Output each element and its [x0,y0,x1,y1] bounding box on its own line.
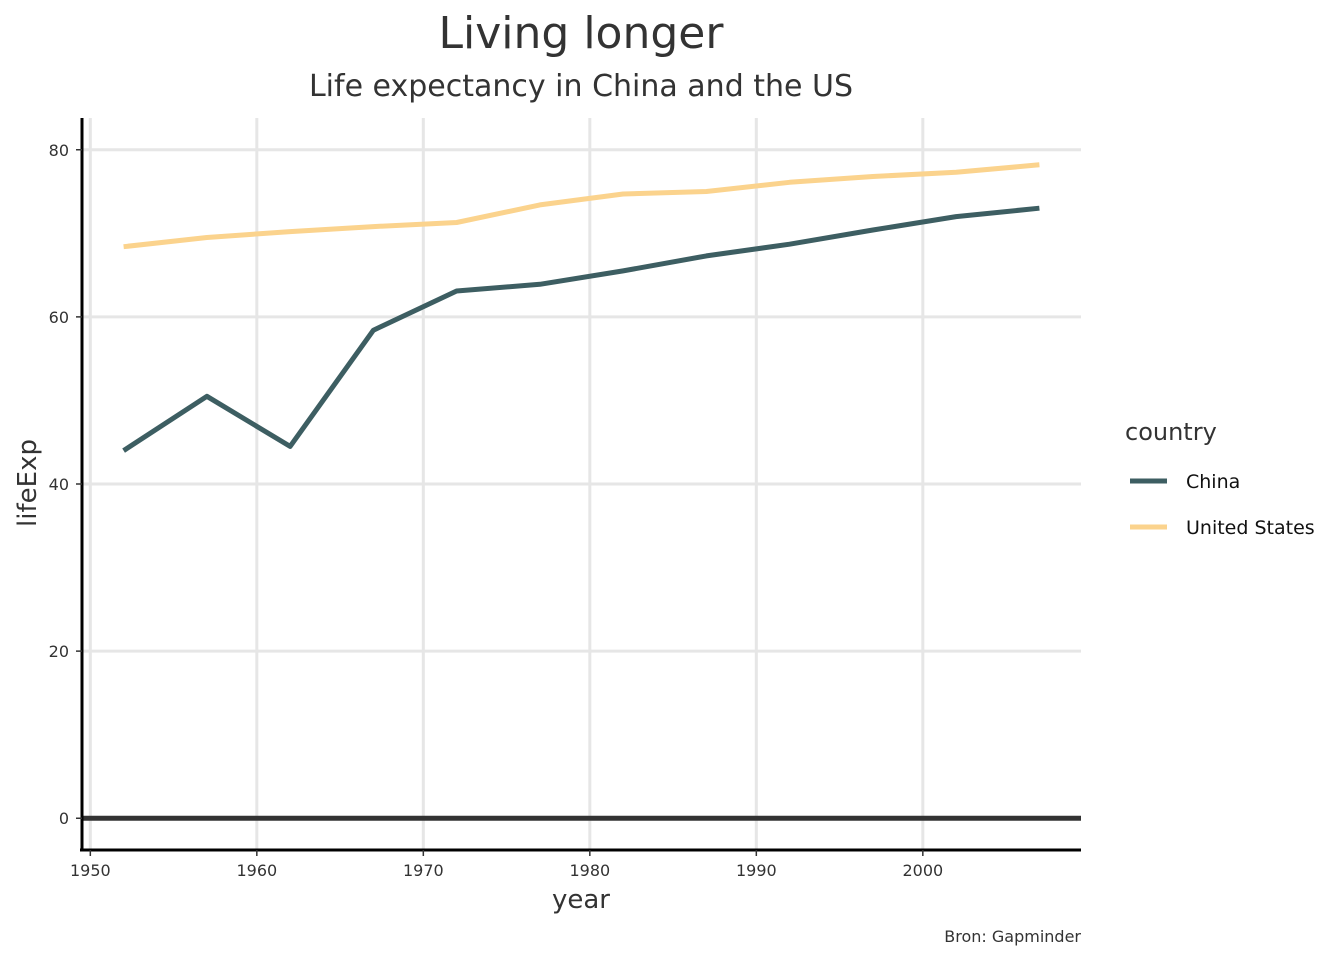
chart-title: Living longer [439,8,725,59]
series-line-china [122,205,1040,453]
x-tick-label-1960: 1960 [236,861,277,880]
y-axis-label: lifeExp [13,439,43,527]
series-lines [122,162,1040,453]
x-tick-label-1990: 1990 [736,861,777,880]
legend: country China United States [1125,418,1315,539]
x-tick-label-1970: 1970 [403,861,444,880]
y-axis-ticks: 0 20 40 60 80 [49,141,82,828]
x-tick-label-1980: 1980 [569,861,610,880]
legend-title: country [1125,418,1217,446]
y-tick-label-0: 0 [59,809,69,828]
chart-subtitle: Life expectancy in China and the US [309,69,853,104]
y-tick-label-20: 20 [49,642,69,661]
y-tick-label-60: 60 [49,308,69,327]
x-tick-label-2000: 2000 [902,861,943,880]
y-tick-label-40: 40 [49,475,69,494]
caption: Bron: Gapminder [944,927,1081,946]
x-axis-label: year [552,885,610,915]
x-axis-ticks: 1950 1960 1970 1980 1990 2000 [70,850,943,880]
legend-label-china: China [1186,471,1240,493]
legend-label-united-states: United States [1186,517,1315,539]
series-line-united-states [123,162,1040,250]
y-tick-label-80: 80 [49,141,69,160]
x-tick-label-1950: 1950 [70,861,111,880]
grid-lines [82,118,1081,850]
